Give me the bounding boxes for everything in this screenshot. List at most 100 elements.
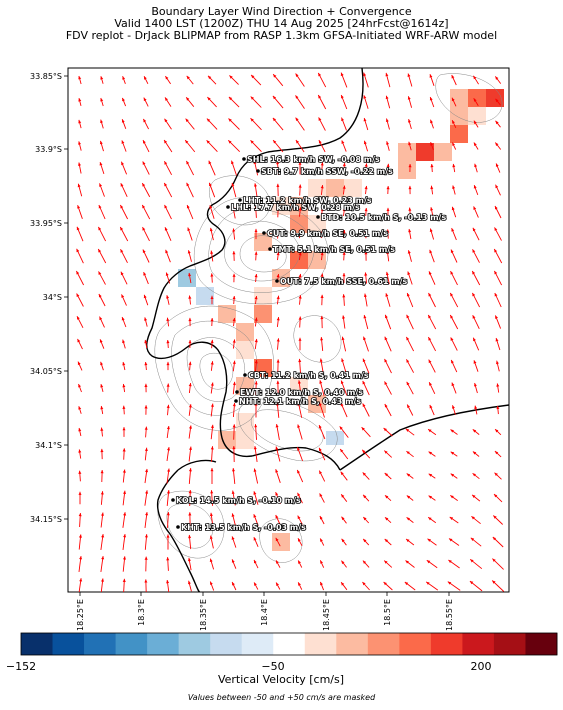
wind-arrow-head (188, 272, 192, 277)
wind-arrow-head (496, 405, 500, 410)
wind-arrow-head (78, 449, 82, 453)
wind-arrow-head (450, 292, 454, 297)
wind-arrow-head (187, 557, 191, 562)
colorbar-swatch (178, 633, 211, 655)
wind-arrow-head (121, 119, 125, 123)
wind-arrow-head (385, 118, 389, 122)
wind-arrow-head (430, 119, 433, 124)
wind-arrow-head (78, 98, 82, 102)
wind-arrow-head (120, 271, 124, 276)
wind-arrow-head (492, 580, 496, 584)
wind-arrow-head (298, 337, 302, 341)
wind-arrow-head (384, 358, 388, 363)
wind-arrow-head (449, 517, 454, 520)
wind-arrow-head (474, 405, 478, 409)
wind-arrow-head (231, 160, 234, 165)
wind-arrow-head (386, 229, 390, 233)
wind-arrow-head (143, 140, 146, 144)
wind-arrow-head (166, 404, 170, 409)
wind-arrow-head (340, 449, 344, 453)
wind-arrow-head (472, 271, 476, 275)
colorbar-swatch (430, 633, 463, 655)
wind-arrow-head (428, 359, 432, 364)
wind-arrow-head (430, 142, 434, 146)
wind-arrow-head (451, 359, 454, 364)
wind-arrow-head (320, 538, 323, 542)
wind-arrow-head (386, 141, 389, 145)
wind-arrow-head (319, 402, 322, 406)
wind-arrow-head (363, 538, 367, 543)
wind-arrow-head (187, 250, 191, 254)
wind-arrow-head (428, 314, 432, 319)
wind-arrow-head (145, 468, 149, 473)
wind-arrow-head (100, 427, 104, 431)
wind-arrow-head (320, 162, 324, 166)
wind-arrow-head (232, 446, 236, 450)
wind-arrow-head (143, 294, 147, 299)
wind-arrow-head (209, 535, 213, 539)
wind-arrow-head (428, 495, 432, 499)
wind-arrow-head (383, 582, 387, 586)
wind-arrow-head (76, 248, 80, 253)
wind-arrow-head (364, 251, 368, 255)
colorbar-swatch (147, 633, 180, 655)
wind-arrow-head (297, 402, 301, 406)
wind-arrow-head (428, 473, 433, 477)
wind-arrow-head (342, 251, 346, 255)
wind-arrow-head (406, 539, 410, 543)
wind-arrow-head (276, 380, 280, 384)
wind-arrow-head (122, 578, 126, 582)
wind-arrow-head (319, 358, 323, 362)
wind-arrow-head (254, 402, 258, 406)
wind-arrow-head (188, 468, 192, 472)
wind-arrow-head (250, 140, 254, 144)
wind-arrow-head (384, 336, 388, 341)
wind-arrow-head (386, 163, 390, 167)
lon-tick-label: 18.3°E (137, 599, 146, 626)
wind-arrow-head (166, 383, 170, 387)
station-marker-lht (238, 198, 242, 202)
wind-arrow-head (495, 315, 498, 319)
wind-arrow-head (297, 469, 300, 474)
station-label-sbt: SBT: 9.7 km/h SSW, -0.22 m/s (261, 167, 393, 176)
wind-arrow-head (164, 118, 168, 123)
colorbar-mid-label: −50 (261, 660, 284, 673)
wind-arrow-head (469, 581, 474, 585)
wind-arrow-head (231, 490, 235, 494)
wind-arrow-head (471, 516, 475, 520)
wind-arrow-head (254, 296, 258, 300)
lon-tick-label: 18.5°E (383, 599, 392, 626)
wind-arrow-head (251, 74, 255, 79)
wind-arrow-head (297, 380, 301, 384)
wind-arrow-head (164, 204, 168, 209)
wind-arrow-head (342, 230, 346, 234)
wind-arrow-head (340, 72, 344, 77)
wind-arrow-head (144, 426, 148, 430)
wind-arrow-head (144, 383, 148, 387)
wind-arrow-head (492, 537, 497, 541)
latitude-axis: 33.85°S 33.9°S 33.95°S 34°S 34.05°S 34.1°S 34.… (30, 72, 68, 524)
wind-arrow-head (428, 451, 432, 455)
wind-arrow-head (189, 425, 192, 429)
wind-arrow-head (77, 205, 81, 209)
wind-arrow-head (232, 317, 236, 322)
wind-arrow-head (232, 582, 235, 586)
wind-arrow-head (407, 271, 411, 275)
station-marker-sbt (256, 169, 260, 173)
lon-tick-label: 18.55°E (445, 599, 454, 631)
wind-arrow-head (186, 160, 190, 165)
wind-arrow-head (78, 406, 82, 410)
wind-arrow-head (494, 451, 499, 455)
wind-arrow-head (276, 338, 280, 342)
wind-arrow-head (473, 360, 477, 364)
wind-arrow-head (406, 293, 410, 297)
wind-arrow-head (98, 271, 102, 275)
wind-arrow-head (472, 292, 476, 297)
wind-arrow-head (210, 361, 214, 365)
wind-arrow-head (362, 380, 366, 385)
wind-arrow-head (187, 227, 191, 231)
wind-arrow-head (339, 426, 343, 430)
wind-arrow-head (276, 317, 280, 321)
colorbar-swatch (21, 633, 53, 655)
wind-arrow-head (232, 339, 236, 343)
